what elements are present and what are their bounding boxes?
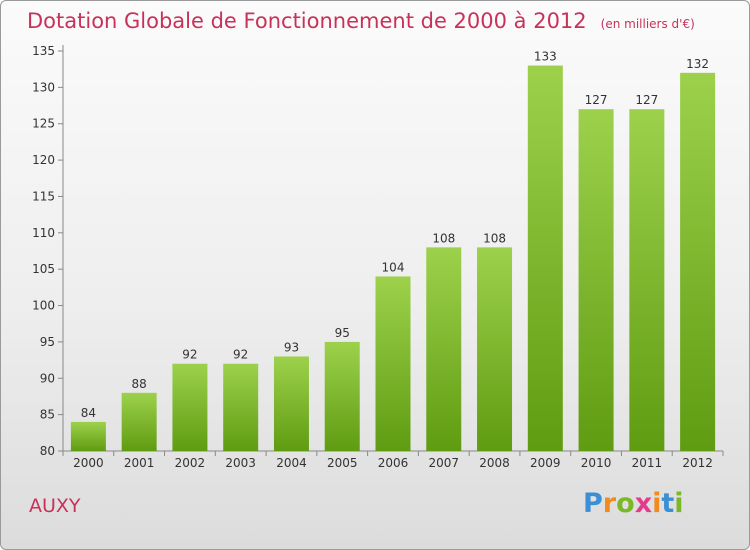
logo-letter: t — [661, 488, 675, 519]
value-label-2000: 84 — [81, 406, 96, 420]
commune-name: AUXY — [29, 495, 81, 517]
y-tick-label: 110 — [32, 226, 55, 240]
chart-title: Dotation Globale de Fonctionnement de 20… — [27, 9, 695, 33]
bar-2005 — [324, 341, 360, 451]
value-label-2012: 132 — [686, 57, 709, 71]
logo-letter: r — [602, 488, 617, 519]
value-label-2004: 93 — [284, 340, 299, 354]
y-tick-label: 100 — [32, 299, 55, 313]
x-tick-label-2002: 2002 — [175, 456, 206, 470]
bar-2010 — [578, 109, 614, 451]
value-label-2006: 104 — [382, 260, 405, 274]
bar-2011 — [629, 109, 665, 451]
y-tick-label: 80 — [40, 444, 55, 458]
proxiti-logo[interactable]: Proxiti — [583, 488, 684, 519]
value-label-2009: 133 — [534, 50, 557, 64]
x-tick-label-2004: 2004 — [276, 456, 307, 470]
x-tick-label-2006: 2006 — [378, 456, 409, 470]
title-text: Dotation Globale de Fonctionnement de 20… — [27, 9, 587, 33]
x-tick-label-2008: 2008 — [479, 456, 510, 470]
x-tick-label-2011: 2011 — [632, 456, 663, 470]
x-tick-label-2001: 2001 — [124, 456, 155, 470]
bar-2000 — [70, 421, 106, 451]
x-tick-label-2003: 2003 — [225, 456, 256, 470]
value-label-2003: 92 — [233, 348, 248, 362]
logo-letter: P — [583, 488, 603, 519]
chart-subtitle: (en milliers d'€) — [600, 17, 695, 31]
value-label-2001: 88 — [132, 377, 147, 391]
logo-letter: o — [616, 488, 635, 519]
y-tick-label: 115 — [32, 189, 55, 203]
y-tick-label: 105 — [32, 262, 55, 276]
y-tick-label: 135 — [32, 44, 55, 58]
y-tick-label: 85 — [40, 408, 55, 422]
value-label-2005: 95 — [335, 326, 350, 340]
value-label-2008: 108 — [483, 231, 506, 245]
bar-2008 — [477, 247, 513, 451]
y-tick-label: 95 — [40, 335, 55, 349]
x-tick-label-2000: 2000 — [73, 456, 104, 470]
x-tick-label-2012: 2012 — [682, 456, 713, 470]
value-label-2010: 127 — [585, 93, 608, 107]
y-tick-label: 90 — [40, 371, 55, 385]
x-tick-label-2009: 2009 — [530, 456, 561, 470]
x-tick-label-2010: 2010 — [581, 456, 612, 470]
bar-2003 — [223, 363, 259, 451]
bar-2002 — [172, 363, 208, 451]
bar-2004 — [273, 356, 309, 451]
bar-2007 — [426, 247, 462, 451]
y-tick-label: 120 — [32, 153, 55, 167]
value-label-2002: 92 — [182, 348, 197, 362]
x-tick-label-2007: 2007 — [428, 456, 459, 470]
bar-2009 — [527, 65, 563, 451]
value-label-2011: 127 — [635, 93, 658, 107]
logo-letter: i — [674, 488, 684, 519]
y-tick-label: 130 — [32, 80, 55, 94]
bar-2001 — [121, 392, 157, 451]
y-tick-label: 125 — [32, 117, 55, 131]
logo-letter: x — [634, 488, 653, 519]
value-label-2007: 108 — [432, 231, 455, 245]
x-tick-label-2005: 2005 — [327, 456, 358, 470]
logo-letter: i — [652, 488, 662, 519]
bar-2012 — [680, 72, 716, 452]
bar-2006 — [375, 276, 411, 451]
